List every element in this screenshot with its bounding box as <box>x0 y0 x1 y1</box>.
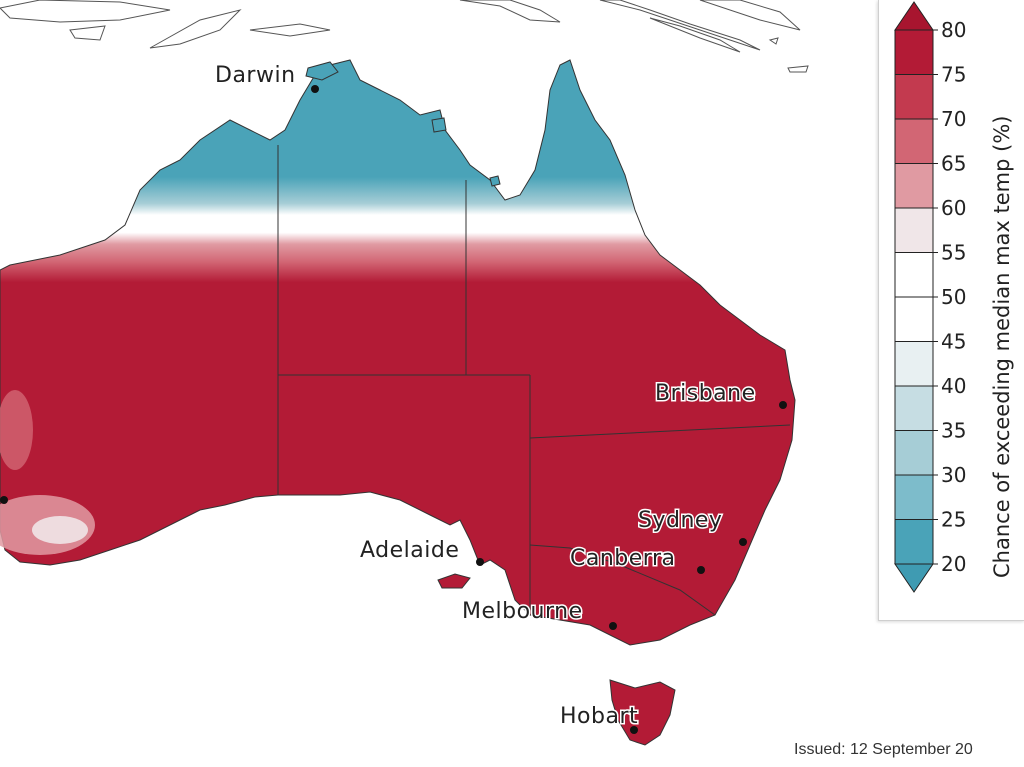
city-label-melbourne: Melbourne <box>462 599 583 624</box>
legend-title: Chance of exceeding median max temp (%) <box>990 116 1014 578</box>
west-coast-pocket <box>0 390 33 470</box>
city-labels: Darwin Brisbane Sydney Canberra Adelaide… <box>214 62 757 731</box>
sw-coast-pale-pocket <box>32 516 88 544</box>
legend-panel: 80 75 70 65 60 55 50 45 40 35 30 25 20 Chance of exc… <box>878 0 1024 621</box>
colorbar-tick-label: 80 <box>941 18 966 42</box>
melville-island <box>305 61 339 81</box>
canberra-dot <box>697 566 705 574</box>
colorbar-block <box>894 341 934 387</box>
colorbar-over-arrow <box>894 1 934 31</box>
colorbar: 80 75 70 65 60 55 50 45 40 35 30 25 20 Chance of exc… <box>894 1 1014 593</box>
colorbar-tick-label: 70 <box>941 107 966 131</box>
colorbar-tick-label: 45 <box>941 330 966 354</box>
issued-date: Issued: 12 September 20 <box>794 741 973 758</box>
colorbar-block <box>894 118 934 164</box>
colorbar-tick-label: 25 <box>941 508 966 532</box>
colorbar-blocks <box>894 1 934 593</box>
neighbouring-islands <box>0 0 809 73</box>
city-label-adelaide: Adelaide <box>360 538 459 563</box>
state-borders <box>277 145 791 616</box>
mainland-australia <box>0 59 796 646</box>
hobart-dot <box>630 726 638 734</box>
city-dots <box>0 85 787 734</box>
colorbar-block <box>894 430 934 476</box>
ne-islands <box>489 175 501 187</box>
colorbar-tick-label: 30 <box>941 463 966 487</box>
colorbar-block <box>894 163 934 209</box>
brisbane-dot <box>779 401 787 409</box>
colorbar-block <box>894 29 934 75</box>
city-label-darwin: Darwin <box>215 63 296 88</box>
perth-dot <box>0 496 8 504</box>
colorbar-block <box>894 474 934 520</box>
sydney-dot <box>739 538 747 546</box>
darwin-dot <box>311 85 319 93</box>
colorbar-block <box>894 74 934 120</box>
colorbar-block <box>894 519 934 565</box>
city-label-canberra: Canberra <box>570 546 675 571</box>
colorbar-block <box>894 385 934 431</box>
city-label-sydney: Sydney <box>638 508 722 533</box>
colorbar-block <box>894 252 934 298</box>
tasmania <box>609 679 676 746</box>
groote-eylandt <box>431 117 447 133</box>
colorbar-tick-label: 40 <box>941 374 966 398</box>
kangaroo-island <box>437 573 471 589</box>
colorbar-block <box>894 296 934 342</box>
melbourne-dot <box>609 622 617 630</box>
colorbar-tick-label: 55 <box>941 241 966 265</box>
colorbar-tick-label: 20 <box>941 552 966 576</box>
colorbar-tick-label: 35 <box>941 419 966 443</box>
colorbar-tick-label: 50 <box>941 285 966 309</box>
colorbar-tick-label: 60 <box>941 196 966 220</box>
colorbar-ticks: 80 75 70 65 60 55 50 45 40 35 30 25 20 <box>933 18 966 576</box>
adelaide-dot <box>476 558 484 566</box>
colorbar-tick-label: 75 <box>941 63 966 87</box>
colorbar-under-arrow <box>894 563 934 593</box>
city-label-brisbane: Brisbane <box>655 381 756 406</box>
colorbar-tick-label: 65 <box>941 152 966 176</box>
colorbar-block <box>894 207 934 253</box>
city-label-hobart: Hobart <box>560 704 638 729</box>
